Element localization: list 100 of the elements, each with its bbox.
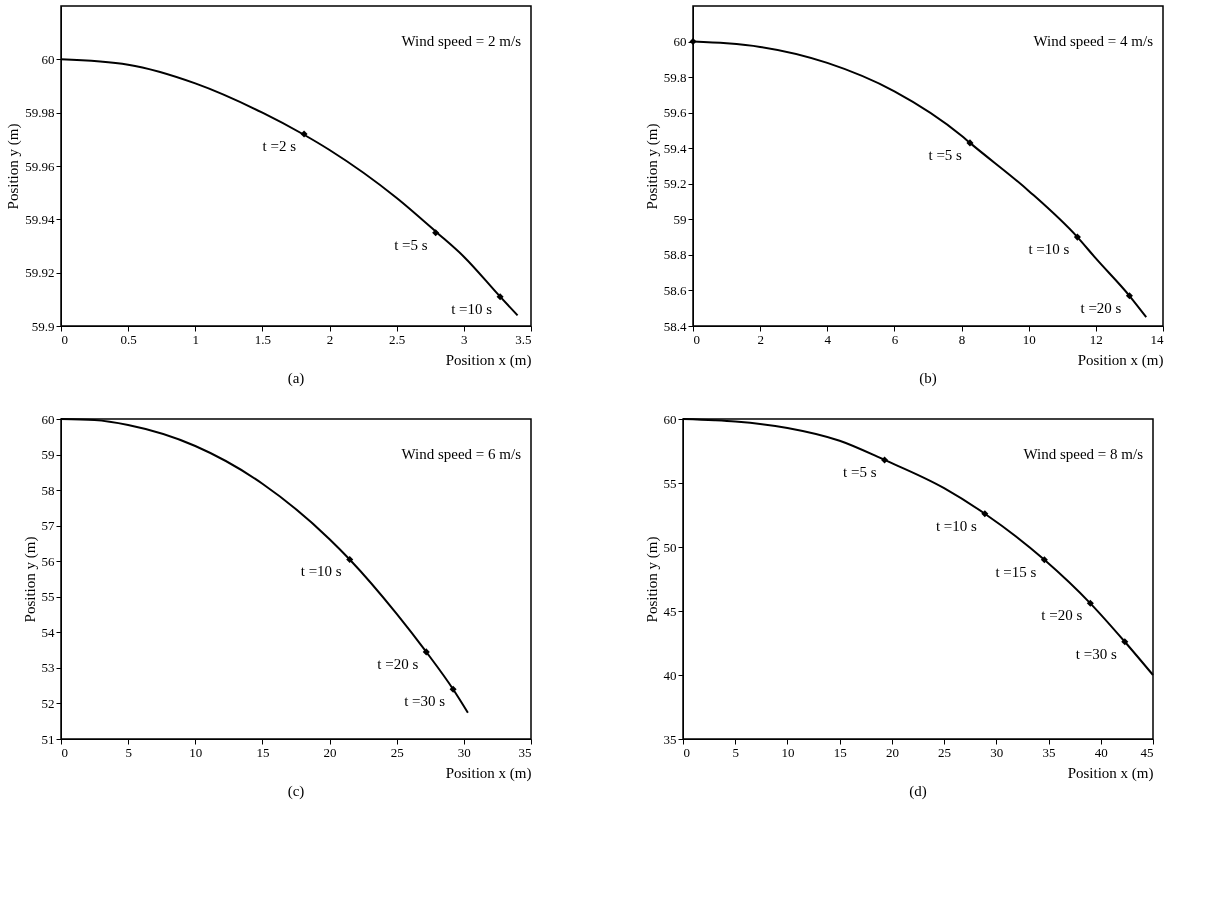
y-tick-label: 59.2 (663, 176, 687, 192)
y-tick-label: 58.8 (663, 247, 687, 263)
x-tick-label: 3 (461, 331, 468, 347)
y-tick-label: 58 (41, 482, 55, 498)
x-tick-label: 2.5 (389, 331, 406, 347)
x-tick-label: 35 (1042, 744, 1056, 760)
y-tick-label: 53 (41, 660, 55, 676)
annotation: t =5 s (394, 236, 428, 253)
x-tick-label: 8 (958, 331, 966, 347)
y-tick-label: 59.4 (663, 140, 687, 156)
annotation: t =20 s (1041, 607, 1083, 624)
annotation: t =10 s (451, 300, 493, 317)
y-tick-label: 54 (41, 624, 55, 640)
point (881, 456, 889, 464)
point (966, 139, 974, 147)
y-tick-label: 59.6 (663, 105, 687, 121)
y-tick-label: 45 (663, 603, 677, 619)
y-tick-label: 59.98 (25, 105, 55, 121)
text: (b) (919, 370, 937, 387)
x-tick-label: 10 (189, 744, 203, 760)
annotation: t =2 s (262, 138, 297, 154)
point (1073, 233, 1081, 241)
annotation: t =20 s (1080, 299, 1122, 316)
point (432, 229, 440, 237)
annotation: Wind speed = 4 m/s (1033, 33, 1154, 49)
x-tick-label: 30 (990, 744, 1004, 760)
x-tick-label: 4 (824, 331, 832, 347)
x-tick-label: 5 (125, 744, 132, 760)
point (346, 555, 354, 563)
x-tick-label: 0 (61, 331, 68, 347)
annotation: t =10 s (300, 563, 342, 580)
x-tick-label: 0 (61, 744, 68, 760)
point (981, 510, 989, 518)
point (1040, 556, 1048, 564)
y-axis-title: Position y (m) (643, 536, 661, 623)
annotation: Wind speed = 8 m/s (1023, 446, 1144, 462)
annotation: t =10 s (935, 517, 977, 534)
annotation: t =30 s (1075, 645, 1117, 662)
y-tick-label: 59.8 (663, 69, 687, 85)
x-tick-label: 6 (891, 331, 899, 347)
x-tick-label: 0.5 (120, 331, 137, 347)
y-tick-label: 55 (41, 589, 55, 605)
x-tick-label: 12 (1089, 331, 1103, 347)
x-tick-label: 40 (1094, 744, 1108, 760)
text: (d) (909, 783, 927, 800)
x-tick-label: 10 (1022, 331, 1036, 347)
y-tick-label: 55 (663, 475, 677, 491)
y-axis-title: Position y (m) (5, 123, 23, 210)
text: (c) (287, 783, 305, 800)
y-tick-label: 59 (41, 447, 55, 463)
x-tick-label: 25 (938, 744, 952, 760)
point (300, 130, 308, 138)
y-tick-label: 59.96 (25, 158, 55, 174)
x-tick-label: 2 (757, 331, 764, 347)
x-tick-label: 5 (732, 744, 739, 760)
x-tick-label: 14 (1150, 331, 1164, 347)
annotation: t =10 s (1028, 241, 1070, 258)
annotation: Wind speed = 2 m/s (401, 33, 522, 49)
y-tick-label: 51 (41, 731, 55, 747)
y-tick-label: 60 (41, 51, 55, 67)
text: (a) (287, 370, 305, 387)
point (496, 293, 504, 301)
x-tick-label: 10 (781, 744, 795, 760)
x-tick-label: 1 (192, 331, 200, 347)
y-tick-label: 57 (41, 518, 55, 534)
x-axis-title: Position x (m) (445, 351, 532, 369)
x-tick-label: 15 (256, 744, 270, 760)
y-axis-title: Position y (m) (643, 123, 661, 210)
x-axis-title: Position x (m) (445, 764, 532, 782)
x-tick-label: 20 (323, 744, 337, 760)
y-tick-label: 59.9 (31, 318, 55, 334)
point (422, 648, 430, 656)
x-tick-label: 2 (326, 331, 334, 347)
x-axis-title: Position x (m) (1077, 351, 1164, 369)
y-tick-label: 59.94 (25, 211, 55, 227)
annotation: t =5 s (843, 463, 877, 480)
x-tick-label: 25 (390, 744, 404, 760)
point (1121, 638, 1129, 646)
x-tick-label: 30 (457, 744, 471, 760)
y-tick-label: 59 (673, 211, 687, 227)
y-tick-label: 60 (673, 34, 687, 50)
y-tick-label: 56 (41, 553, 55, 569)
point (1086, 599, 1094, 607)
y-tick-label: 52 (41, 695, 55, 711)
y-tick-label: 50 (663, 539, 677, 555)
annotation: Wind speed = 6 m/s (401, 446, 522, 462)
x-tick-label: 1.5 (254, 331, 272, 347)
x-tick-label: 0 (683, 744, 690, 760)
y-tick-label: 35 (663, 731, 677, 747)
point (449, 685, 457, 693)
y-tick-label: 58.4 (663, 318, 687, 334)
x-tick-label: 20 (885, 744, 899, 760)
x-tick-label: 3.5 (515, 331, 532, 347)
y-tick-label: 60 (663, 411, 677, 427)
x-tick-label: 0 (693, 331, 700, 347)
x-tick-label: 45 (1140, 744, 1154, 760)
annotation: t =20 s (377, 655, 419, 672)
y-tick-label: 40 (663, 667, 677, 683)
annotation: t =5 s (928, 146, 963, 163)
y-tick-label: 59.92 (25, 265, 55, 281)
